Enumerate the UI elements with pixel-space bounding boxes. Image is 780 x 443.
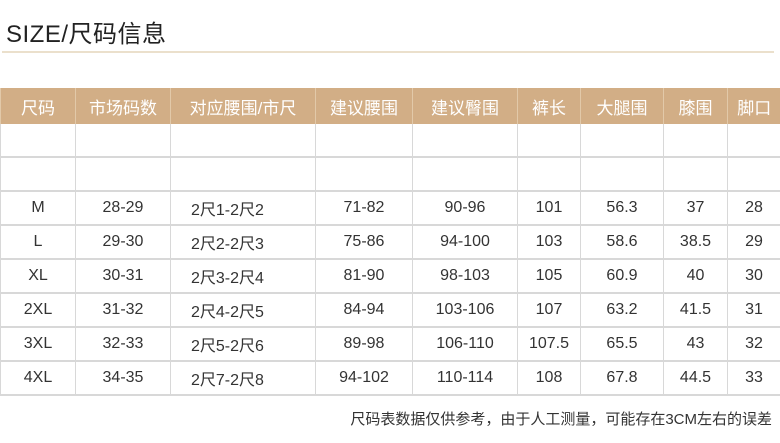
- table-cell: 2尺5-2尺6: [170, 327, 316, 362]
- table-cell: 89-98: [315, 327, 413, 362]
- table-cell: 65.5: [580, 327, 664, 362]
- column-header: 对应腰围/市尺: [170, 88, 316, 124]
- table-cell: 2尺7-2尺8: [170, 361, 316, 396]
- table-cell: M: [0, 191, 76, 226]
- table-cell: 30: [727, 259, 780, 294]
- table-cell: [315, 124, 413, 158]
- column-header: 尺码: [0, 88, 76, 124]
- table-cell: 56.3: [580, 191, 664, 226]
- table-cell: 103: [517, 225, 581, 260]
- page-title: SIZE/尺码信息: [6, 21, 167, 48]
- table-cell: 98-103: [412, 259, 518, 294]
- table-cell: 28-29: [75, 191, 171, 226]
- table-cell: 75-86: [315, 225, 413, 260]
- table-cell: 106-110: [412, 327, 518, 362]
- table-cell: 2尺2-2尺3: [170, 225, 316, 260]
- table-cell: 33: [727, 361, 780, 396]
- table-cell: 90-96: [412, 191, 518, 226]
- table-row: 4XL 34-35 2尺7-2尺8 94-102 110-114 108 67.8 44.5 3…: [0, 361, 780, 396]
- table-cell: 31-32: [75, 293, 171, 328]
- table-cell: [170, 157, 316, 192]
- table-cell: [315, 157, 413, 192]
- table-cell: 2尺1-2尺2: [170, 191, 316, 226]
- table-cell: 43: [663, 327, 728, 362]
- table-cell: [170, 124, 316, 158]
- table-row: [0, 157, 780, 192]
- table-cell: [412, 157, 518, 192]
- table-cell: [580, 157, 664, 192]
- table-cell: 108: [517, 361, 581, 396]
- table-cell: [727, 157, 780, 192]
- table-cell: [0, 157, 76, 192]
- table-cell: 41.5: [663, 293, 728, 328]
- table-cell: [0, 124, 76, 158]
- table-row: L 29-30 2尺2-2尺3 75-86 94-100 103 58.6 38.5 29: [0, 225, 780, 260]
- table-cell: 107.5: [517, 327, 581, 362]
- table-cell: 34-35: [75, 361, 171, 396]
- table-cell: [663, 157, 728, 192]
- table-cell: 2尺3-2尺4: [170, 259, 316, 294]
- table-row: [0, 124, 780, 158]
- column-header: 膝围: [663, 88, 728, 124]
- table-cell: 60.9: [580, 259, 664, 294]
- table-cell: 37: [663, 191, 728, 226]
- table-cell: [517, 157, 581, 192]
- table-cell: 2XL: [0, 293, 76, 328]
- table-row: M 28-29 2尺1-2尺2 71-82 90-96 101 56.3 37 28: [0, 191, 780, 226]
- title-divider: [2, 51, 774, 53]
- table-row: 3XL 32-33 2尺5-2尺6 89-98 106-110 107.5 65.5 43 32: [0, 327, 780, 362]
- table-cell: 29-30: [75, 225, 171, 260]
- table-cell: 44.5: [663, 361, 728, 396]
- table-cell: [412, 124, 518, 158]
- table-cell: 71-82: [315, 191, 413, 226]
- table-cell: 101: [517, 191, 581, 226]
- table-row: XL 30-31 2尺3-2尺4 81-90 98-103 105 60.9 40 30: [0, 259, 780, 294]
- size-chart-table: 尺码 市场码数 对应腰围/市尺 建议腰围 建议臀围 裤长 大腿围 膝围 脚口 M 28-29 2尺1…: [0, 88, 780, 396]
- table-row: 2XL 31-32 2尺4-2尺5 84-94 103-106 107 63.2 41.5 31: [0, 293, 780, 328]
- table-cell: 107: [517, 293, 581, 328]
- table-cell: 105: [517, 259, 581, 294]
- column-header: 裤长: [517, 88, 581, 124]
- table-cell: 4XL: [0, 361, 76, 396]
- table-cell: 94-102: [315, 361, 413, 396]
- table-cell: 32-33: [75, 327, 171, 362]
- table-cell: 40: [663, 259, 728, 294]
- table-cell: L: [0, 225, 76, 260]
- table-cell: 84-94: [315, 293, 413, 328]
- table-cell: [663, 124, 728, 158]
- table-cell: 2尺4-2尺5: [170, 293, 316, 328]
- table-cell: [517, 124, 581, 158]
- column-header: 建议腰围: [315, 88, 413, 124]
- table-cell: 67.8: [580, 361, 664, 396]
- table-cell: [727, 124, 780, 158]
- table-cell: 31: [727, 293, 780, 328]
- column-header: 建议臀围: [412, 88, 518, 124]
- table-cell: 38.5: [663, 225, 728, 260]
- table-cell: 28: [727, 191, 780, 226]
- column-header: 市场码数: [75, 88, 171, 124]
- measurement-disclaimer: 尺码表数据仅供参考，由于人工测量，可能存在3CM左右的误差: [350, 411, 772, 428]
- table-cell: 63.2: [580, 293, 664, 328]
- table-cell: [75, 157, 171, 192]
- column-header: 脚口: [727, 88, 780, 124]
- table-cell: 58.6: [580, 225, 664, 260]
- table-cell: XL: [0, 259, 76, 294]
- table-cell: 103-106: [412, 293, 518, 328]
- table-cell: 32: [727, 327, 780, 362]
- table-cell: 30-31: [75, 259, 171, 294]
- table-cell: 81-90: [315, 259, 413, 294]
- table-cell: 3XL: [0, 327, 76, 362]
- table-cell: 29: [727, 225, 780, 260]
- table-cell: 110-114: [412, 361, 518, 396]
- table-cell: [580, 124, 664, 158]
- table-cell: 94-100: [412, 225, 518, 260]
- table-cell: [75, 124, 171, 158]
- column-header: 大腿围: [580, 88, 664, 124]
- table-header-row: 尺码 市场码数 对应腰围/市尺 建议腰围 建议臀围 裤长 大腿围 膝围 脚口: [0, 88, 780, 124]
